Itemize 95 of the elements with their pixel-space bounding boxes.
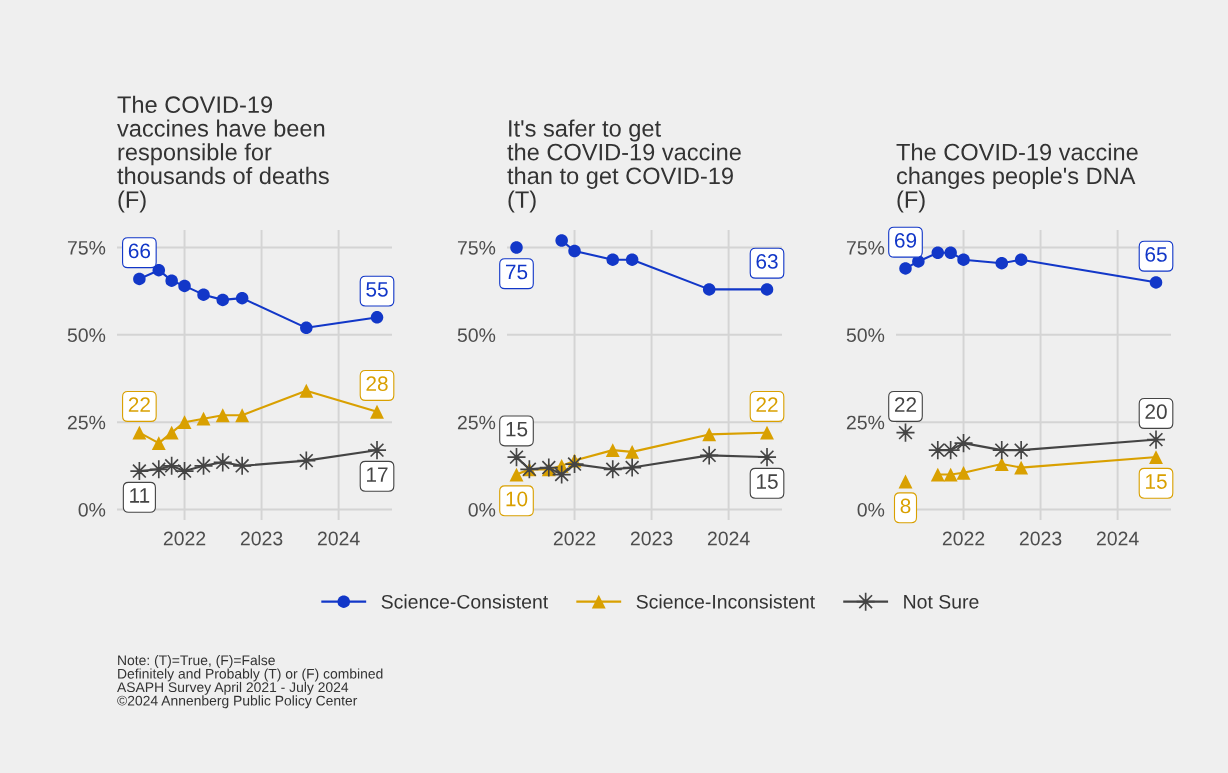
y-tick-label: 50% <box>457 328 496 343</box>
x-tick-label: 2024 <box>707 531 750 546</box>
point <box>178 279 191 293</box>
x-tick-label: 2024 <box>317 531 360 546</box>
legend-label: Science-Consistent <box>381 594 549 609</box>
x-tick-label: 2024 <box>1096 531 1139 546</box>
point <box>133 272 146 286</box>
data-label: 66 <box>128 243 151 259</box>
y-tick-label: 75% <box>846 241 885 255</box>
point <box>370 311 384 324</box>
point <box>164 425 179 440</box>
data-label: 69 <box>894 233 917 248</box>
data-label: 17 <box>367 467 388 482</box>
point <box>555 234 568 247</box>
point <box>702 283 716 296</box>
point <box>132 425 147 440</box>
x-tick-label: 2023 <box>630 531 673 546</box>
x-tick-label: 2022 <box>553 531 596 546</box>
point <box>370 404 384 419</box>
point <box>568 244 581 258</box>
data-label: 28 <box>366 376 388 392</box>
point <box>367 440 387 460</box>
point <box>235 408 250 423</box>
point <box>215 408 230 423</box>
y-tick-label: 25% <box>457 415 496 430</box>
point <box>197 288 210 301</box>
point <box>898 474 913 489</box>
x-tick-label: 2022 <box>163 531 206 546</box>
point <box>625 253 639 266</box>
y-tick-label: 75% <box>67 241 106 255</box>
y-tick-label: 0% <box>78 502 106 517</box>
point <box>165 274 178 287</box>
point <box>930 467 945 482</box>
point <box>760 283 774 296</box>
point <box>956 465 971 480</box>
data-label: 15 <box>757 474 778 489</box>
chart-title: The COVID-19 vaccine changes people's DNA (F) <box>896 143 1138 213</box>
point <box>235 291 249 305</box>
point <box>1149 450 1163 465</box>
point <box>1014 460 1029 475</box>
y-tick-label: 75% <box>457 241 496 255</box>
point <box>757 447 777 467</box>
point <box>177 415 192 430</box>
data-label: 20 <box>1145 404 1167 420</box>
point <box>1014 253 1028 266</box>
point <box>605 443 620 458</box>
point <box>299 383 314 398</box>
data-label: 8 <box>900 498 911 514</box>
point <box>1149 276 1163 289</box>
point <box>943 467 958 482</box>
data-label: 15 <box>506 421 528 437</box>
y-tick-label: 50% <box>846 328 885 343</box>
chart-title: The COVID-19 vaccines have been responsible for thousands of deaths (F) <box>117 95 329 213</box>
legend-label: Not Sure <box>904 594 979 609</box>
point <box>216 293 229 307</box>
y-tick-label: 25% <box>67 415 106 430</box>
data-label: 10 <box>506 491 528 507</box>
data-label: 11 <box>130 488 150 503</box>
point <box>625 444 640 459</box>
point <box>510 241 523 254</box>
point <box>152 263 166 277</box>
point <box>995 256 1008 270</box>
point <box>1011 440 1032 460</box>
x-tick-label: 2022 <box>942 531 985 546</box>
data-label: 63 <box>756 254 778 269</box>
point <box>899 262 912 275</box>
point <box>957 253 970 266</box>
data-label: 75 <box>505 264 528 280</box>
point <box>196 411 211 426</box>
point <box>931 246 945 259</box>
data-label: 22 <box>128 397 150 412</box>
data-label: 15 <box>1146 474 1167 489</box>
point <box>300 321 313 335</box>
y-tick-label: 50% <box>67 328 106 343</box>
point <box>232 455 253 476</box>
x-tick-label: 2023 <box>240 531 283 546</box>
point <box>991 440 1012 460</box>
y-tick-label: 25% <box>846 415 885 430</box>
point <box>944 246 957 259</box>
data-label: 55 <box>366 282 388 297</box>
point <box>994 457 1009 472</box>
legend-label: Science-Inconsistent <box>636 594 815 609</box>
point <box>606 253 619 266</box>
chart-title: It's safer to get the COVID-19 vaccine than to get COVID-19 (T) <box>507 119 741 213</box>
y-tick-label: 0% <box>857 502 885 517</box>
x-tick-label: 2023 <box>1019 531 1062 546</box>
point <box>509 467 524 482</box>
point <box>760 425 774 440</box>
data-label: 22 <box>894 397 917 412</box>
y-tick-label: 0% <box>468 502 496 517</box>
data-label: 65 <box>1145 247 1167 262</box>
text: Note: (T)=True, (F)=False Definitely and Probably (T) or (F) combined ASAPH Survey April 2021 - July 2024 ©2024 Annenberg Public Policy Center <box>117 655 383 709</box>
point <box>702 427 717 442</box>
data-label: 22 <box>756 397 778 412</box>
point <box>151 436 166 451</box>
